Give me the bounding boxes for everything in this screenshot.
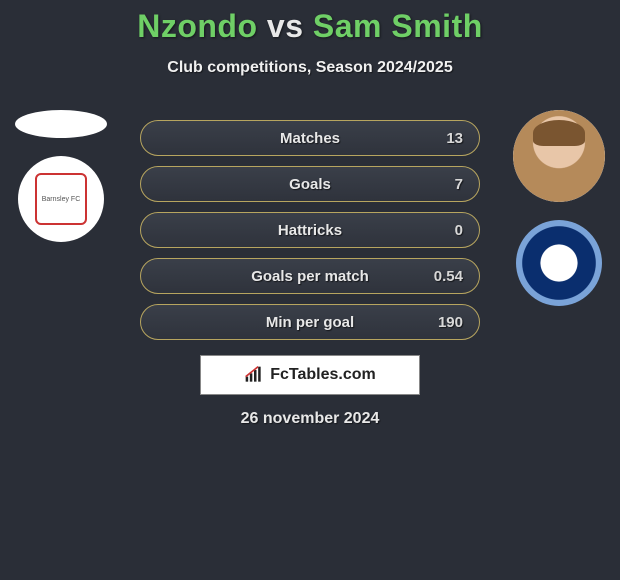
title-player1: Nzondo bbox=[137, 8, 257, 44]
player2-club-badge bbox=[516, 220, 602, 306]
stat-label: Goals bbox=[289, 176, 331, 193]
footer-brand[interactable]: FcTables.com bbox=[200, 355, 420, 395]
stat-label: Hattricks bbox=[278, 222, 342, 239]
stat-row-gpm: Goals per match 0.54 bbox=[140, 258, 480, 294]
stat-row-goals: Goals 7 bbox=[140, 166, 480, 202]
player1-avatar bbox=[15, 110, 107, 138]
stats-list: Matches 13 Goals 7 Hattricks 0 Goals per… bbox=[140, 120, 480, 340]
stat-right-value: 0 bbox=[455, 222, 463, 239]
stat-label: Goals per match bbox=[251, 268, 369, 285]
stat-right-value: 7 bbox=[455, 176, 463, 193]
stat-label: Min per goal bbox=[266, 314, 354, 331]
stat-label: Matches bbox=[280, 130, 340, 147]
title-player2: Sam Smith bbox=[313, 8, 483, 44]
subtitle: Club competitions, Season 2024/2025 bbox=[0, 59, 620, 77]
stat-row-matches: Matches 13 bbox=[140, 120, 480, 156]
page-title: Nzondo vs Sam Smith bbox=[0, 0, 620, 45]
title-vs: vs bbox=[267, 8, 304, 44]
left-column: Barnsley FC bbox=[6, 110, 116, 242]
bar-chart-icon bbox=[244, 366, 264, 384]
date-text: 26 november 2024 bbox=[0, 410, 620, 428]
right-column bbox=[504, 110, 614, 306]
barnsley-crest-icon: Barnsley FC bbox=[29, 167, 93, 231]
stat-right-value: 0.54 bbox=[434, 268, 463, 285]
player2-face-icon bbox=[513, 110, 605, 202]
stat-right-value: 190 bbox=[438, 314, 463, 331]
player1-club-badge: Barnsley FC bbox=[18, 156, 104, 242]
stat-row-mpg: Min per goal 190 bbox=[140, 304, 480, 340]
reading-crest-icon bbox=[516, 220, 602, 306]
stat-right-value: 13 bbox=[446, 130, 463, 147]
stat-row-hattricks: Hattricks 0 bbox=[140, 212, 480, 248]
player2-avatar bbox=[513, 110, 605, 202]
footer-brand-label: FcTables.com bbox=[270, 366, 376, 384]
player1-club-label: Barnsley FC bbox=[42, 196, 81, 203]
